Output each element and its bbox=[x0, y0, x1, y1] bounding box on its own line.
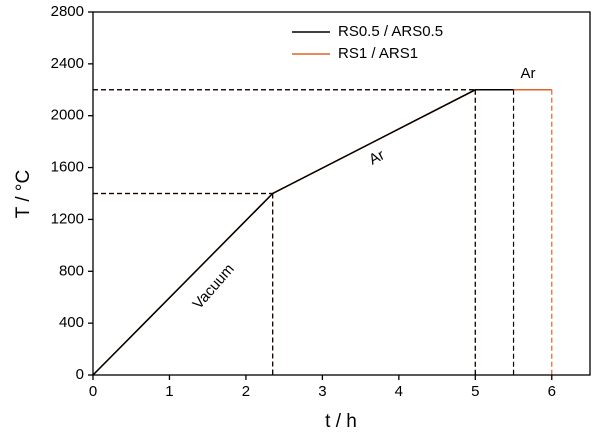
x-tick-label: 6 bbox=[548, 383, 556, 400]
legend-label: RS1 / ARS1 bbox=[338, 45, 418, 62]
y-tick-label: 400 bbox=[59, 314, 84, 331]
annotation: Vacuum bbox=[189, 261, 237, 313]
series-line bbox=[92, 89, 514, 376]
plot-frame bbox=[92, 11, 591, 376]
x-tick-label: 5 bbox=[471, 383, 479, 400]
x-tick-label: 4 bbox=[395, 383, 403, 400]
series-line bbox=[92, 89, 552, 376]
y-tick-label: 2400 bbox=[51, 55, 84, 72]
x-tick-label: 3 bbox=[318, 383, 326, 400]
y-tick-label: 0 bbox=[76, 366, 84, 383]
annotation: Ar bbox=[366, 147, 387, 169]
x-tick-label: 0 bbox=[89, 383, 97, 400]
y-tick-label: 1200 bbox=[51, 210, 84, 227]
x-tick-label: 1 bbox=[165, 383, 173, 400]
y-tick-label: 2800 bbox=[51, 3, 84, 20]
y-tick-label: 800 bbox=[59, 262, 84, 279]
x-axis-label: t / h bbox=[325, 411, 357, 432]
legend-label: RS0.5 / ARS0.5 bbox=[338, 23, 443, 40]
annotation: Ar bbox=[521, 65, 536, 82]
y-tick-label: 1600 bbox=[51, 159, 84, 176]
y-tick-label: 2000 bbox=[51, 107, 84, 124]
x-tick-label: 2 bbox=[242, 383, 250, 400]
y-axis-label: T / °C bbox=[13, 170, 34, 218]
